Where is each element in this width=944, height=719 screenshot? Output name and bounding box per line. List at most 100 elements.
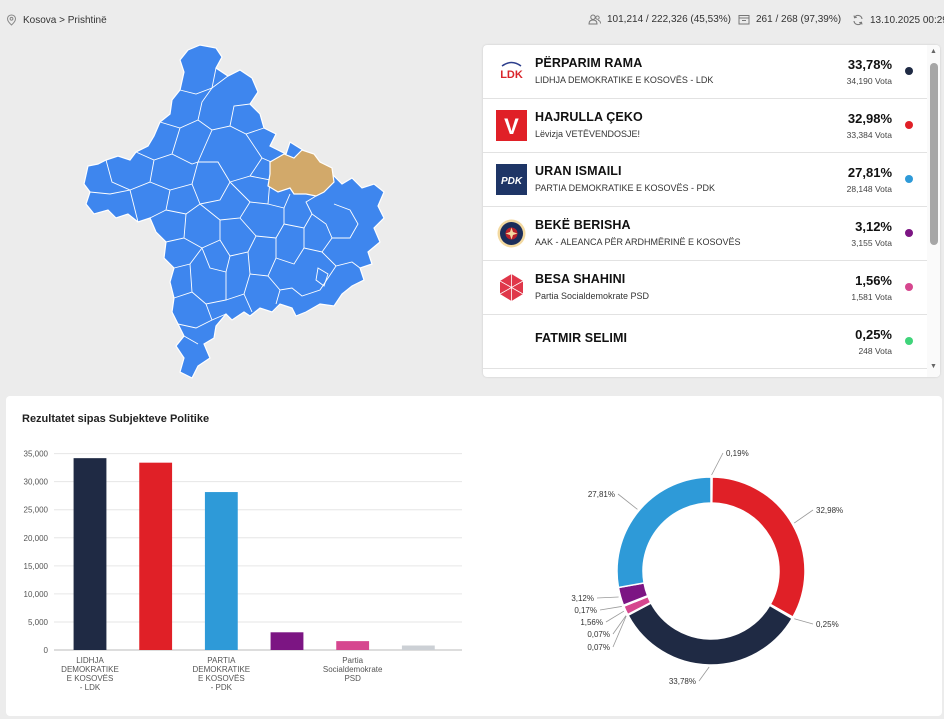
donut-slice-label: 0,17% (574, 606, 597, 615)
bar-chart-y-tick-label: 10,000 (24, 590, 49, 599)
donut-slice-label: 0,07% (587, 643, 610, 652)
results-chart-panel: Rezultatet sipas Subjekteve Politike 0 5,… (6, 396, 942, 716)
donut-label-leader (612, 615, 627, 648)
bar-chart-x-tick-label: Partia (342, 656, 363, 665)
candidate-color-dot (905, 283, 913, 291)
voters-stat: 101,214 / 222,326 (45,53%) (588, 14, 731, 25)
scroll-up-arrow-icon[interactable]: ▲ (930, 48, 937, 55)
candidate-percentage: 3,12% (855, 219, 892, 234)
scrollbar-thumb[interactable] (930, 63, 938, 245)
breadcrumb[interactable]: Kosova > Prishtinë (6, 14, 107, 26)
donut-slice[interactable] (627, 601, 794, 666)
top-bar: Kosova > Prishtinë 101,214 / 222,326 (45… (0, 0, 944, 40)
candidate-row[interactable]: PDK URAN ISMAILI PARTIA DEMOKRATIKE E KO… (483, 153, 927, 207)
candidate-percentage: 1,56% (855, 273, 892, 288)
donut-slice-label: 0,25% (816, 620, 839, 629)
bar-chart-x-tick-label: DEMOKRATIKE (193, 665, 251, 674)
kosovo-map-outline[interactable] (83, 44, 385, 379)
donut-label-leader (698, 666, 710, 682)
bar-chart-bar[interactable] (336, 641, 370, 650)
breadcrumb-text[interactable]: Kosova > Prishtinë (23, 14, 107, 26)
candidate-party: AAK - ALEANCA PËR ARDHMËRINË E KOSOVËS (535, 237, 741, 247)
bar-chart-y-tick-label: 0 (44, 646, 49, 655)
candidate-votes: 1,581 Vota (851, 292, 892, 302)
donut-slice-label: 0,07% (587, 630, 610, 639)
bar-chart-bar[interactable] (204, 492, 238, 650)
candidates-panel[interactable]: LDK PËRPARIM RAMA LIDHJA DEMOKRATIKE E K… (483, 45, 940, 377)
prishtine-municipality-highlight[interactable] (267, 149, 335, 197)
donut-slice[interactable] (711, 476, 806, 619)
candidate-row[interactable]: BEKË BERISHA AAK - ALEANCA PËR ARDHMËRIN… (483, 207, 927, 261)
candidate-percentage: 27,81% (847, 165, 892, 180)
donut-label-leader (596, 596, 619, 599)
users-icon (588, 14, 601, 25)
candidate-votes: 33,384 Vota (846, 130, 892, 140)
candidate-votes: 3,155 Vota (851, 238, 892, 248)
updated-stat-text: 13.10.2025 00:29 (870, 14, 944, 26)
bar-chart-x-tick-label: Socialdemokrate (323, 665, 383, 674)
location-pin-icon (6, 14, 17, 26)
candidate-party: Partia Socialdemokrate PSD (535, 291, 650, 301)
candidate-party: Lëvizja VETËVENDOSJE! (535, 129, 641, 139)
donut-slice-label: 27,81% (588, 490, 615, 499)
candidate-party: LIDHJA DEMOKRATIKE E KOSOVËS - LDK (535, 75, 714, 85)
updated-stat[interactable]: 13.10.2025 00:29 (852, 14, 944, 26)
candidate-row[interactable]: FATMIR SELIMI 0,25% 248 Vota (483, 315, 927, 369)
candidate-name: BESA SHAHINI (535, 272, 626, 286)
bar-chart-bar[interactable] (73, 458, 107, 650)
donut-label-leader (794, 618, 814, 625)
candidate-color-dot (905, 121, 913, 129)
kosovo-map[interactable] (80, 42, 390, 382)
candidate-color-dot (905, 175, 913, 183)
bar-chart-x-tick-label: - LDK (80, 683, 101, 692)
svg-text:LDK: LDK (500, 69, 523, 81)
bar-chart-x-tick-label: - PDK (211, 683, 233, 692)
voters-stat-text: 101,214 / 222,326 (45,53%) (607, 14, 731, 25)
candidate-percentage: 0,25% (855, 327, 892, 342)
refresh-icon[interactable] (852, 14, 864, 26)
scrollbar[interactable]: ▲ ▼ (927, 45, 940, 377)
stations-stat: 261 / 268 (97,39%) (738, 14, 841, 25)
bar-chart-y-tick-label: 5,000 (28, 618, 49, 627)
svg-text:V: V (504, 114, 519, 139)
donut-label-leader (617, 493, 638, 510)
candidate-color-dot (905, 67, 913, 75)
donut-slice-label: 0,19% (726, 449, 749, 458)
candidate-name: FATMIR SELIMI (535, 331, 628, 345)
vv-logo-icon: V (496, 110, 527, 141)
chart-section-title: Rezultatet sipas Subjekteve Politike (22, 413, 210, 425)
ldk-logo-icon: LDK (496, 56, 527, 87)
candidate-row[interactable]: V HAJRULLA ÇEKO Lëvizja VETËVENDOSJE! 32… (483, 99, 927, 153)
bar-chart-bar[interactable] (139, 462, 173, 650)
donut-slice-label: 33,78% (669, 677, 696, 686)
donut-slice[interactable] (616, 476, 712, 589)
candidate-percentage: 32,98% (847, 111, 892, 126)
donut-label-leader (612, 615, 627, 635)
bar-chart-x-tick-label: E KOSOVËS (198, 674, 245, 683)
donut-label-leader (605, 610, 625, 623)
candidate-name: HAJRULLA ÇEKO (535, 110, 643, 124)
donut-chart: 0,19% 32,98% 0,25% 33,78% 0,07% 0,07% 1,56% 0,1… (571, 449, 843, 686)
pdk-logo-icon: PDK (496, 164, 527, 195)
bar-chart-y-tick-label: 15,000 (24, 562, 49, 571)
candidate-name: URAN ISMAILI (535, 164, 622, 178)
bar-chart-y-tick-label: 30,000 (24, 478, 49, 487)
donut-label-leader (793, 509, 814, 524)
aak-logo-icon (496, 218, 527, 249)
bar-chart-bar[interactable] (270, 632, 304, 650)
municipality-borders (89, 67, 361, 345)
candidate-name: PËRPARIM RAMA (535, 56, 643, 70)
bar-chart-x-tick-label: DEMOKRATIKE (61, 665, 119, 674)
candidate-percentage: 33,78% (847, 57, 892, 72)
svg-text:PDK: PDK (501, 176, 523, 187)
bar-chart-x-tick-label: E KOSOVËS (67, 674, 114, 683)
psd-logo-icon (496, 272, 527, 303)
scroll-down-arrow-icon[interactable]: ▼ (930, 363, 937, 370)
candidate-row[interactable]: BESA SHAHINI Partia Socialdemokrate PSD … (483, 261, 927, 315)
bar-chart-bar[interactable] (401, 645, 435, 650)
donut-label-leader (711, 452, 724, 476)
candidate-votes: 248 Vota (858, 346, 892, 356)
candidate-votes: 28,148 Vota (846, 184, 892, 194)
candidate-row[interactable]: LDK PËRPARIM RAMA LIDHJA DEMOKRATIKE E K… (483, 45, 927, 99)
bar-chart-y-tick-label: 25,000 (24, 506, 49, 515)
